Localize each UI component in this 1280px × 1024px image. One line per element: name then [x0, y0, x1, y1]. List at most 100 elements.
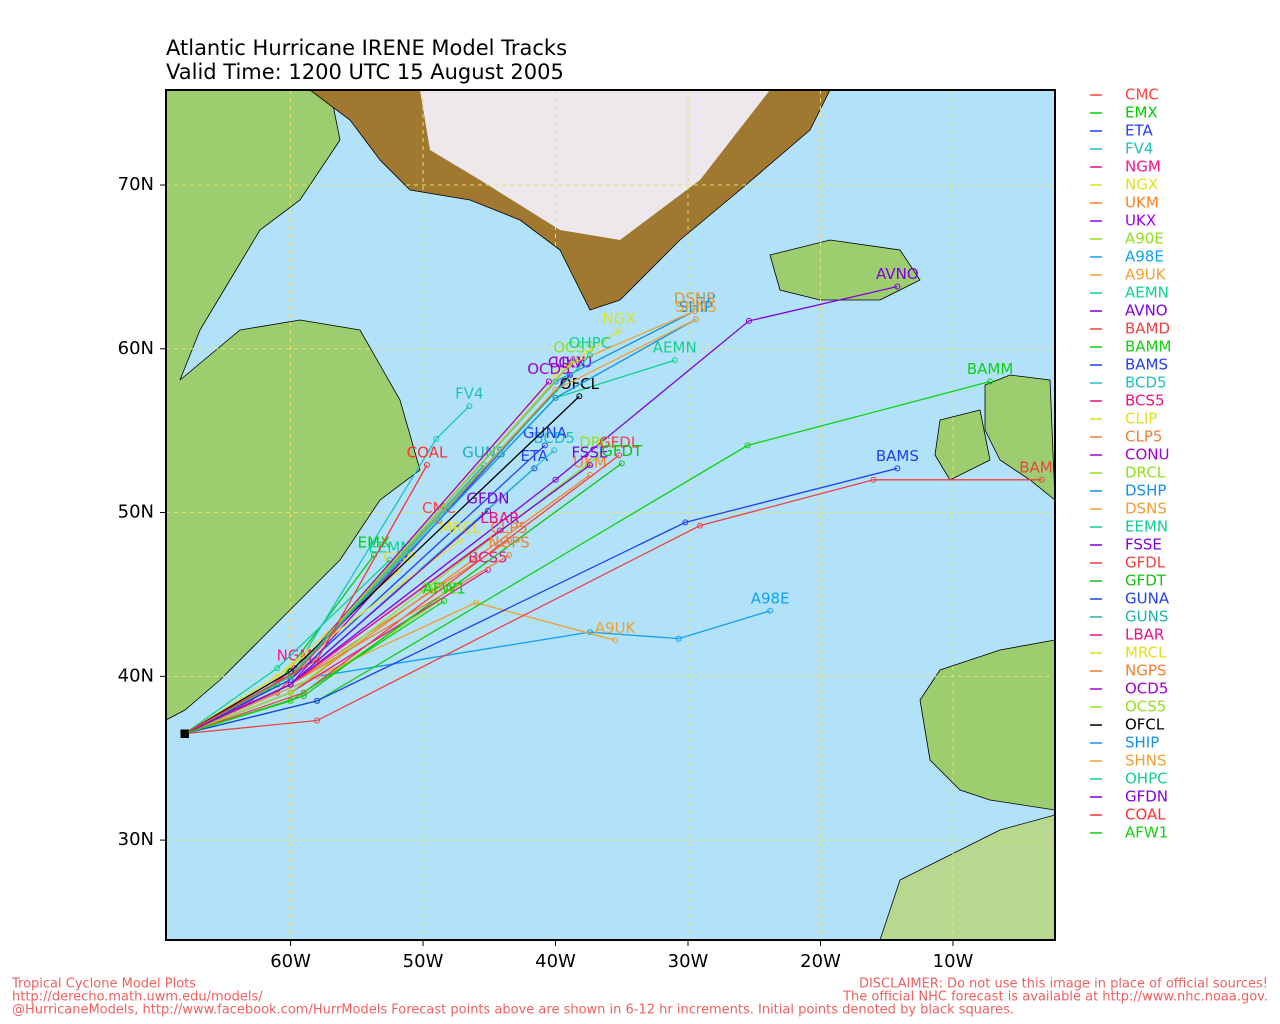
- grid: [166, 90, 1055, 940]
- forecast-point: [484, 507, 491, 514]
- legend-entry: OCD5: [1125, 680, 1168, 698]
- forecast-point: [541, 442, 548, 449]
- track-label: EMX: [358, 534, 391, 552]
- forecast-point: [287, 697, 294, 704]
- footer-left: @HurricaneModels, http://www.facebook.co…: [12, 1003, 1014, 1018]
- track-label: MRCL: [439, 519, 481, 537]
- legend-entry: NGPS: [1125, 662, 1166, 680]
- legend-entry: EMX: [1125, 104, 1158, 122]
- legend-entry: BAMM: [1125, 338, 1171, 356]
- forecast-point: [870, 476, 877, 483]
- legend-entry: AVNO: [1125, 302, 1168, 320]
- legend-entry: DRCL: [1125, 464, 1166, 482]
- legend-entry: CLIP: [1125, 410, 1157, 428]
- legend-entry: DSNS: [1125, 500, 1167, 518]
- forecast-point: [466, 403, 473, 410]
- model-track: [184, 510, 489, 735]
- legend-entry: AEMN: [1125, 284, 1169, 302]
- forecast-point: [300, 692, 307, 699]
- legend-entry: SHIP: [1125, 734, 1159, 752]
- forecast-point: [596, 452, 603, 459]
- forecast-point: [531, 465, 538, 472]
- model-track: [184, 601, 616, 735]
- footer-right: The official NHC forecast is available a…: [842, 990, 1268, 1005]
- forecast-point: [274, 665, 281, 672]
- y-tick-label: 40N: [118, 665, 154, 686]
- forecast-point: [894, 283, 901, 290]
- forecast-point: [691, 308, 698, 315]
- y-tick-label: 50N: [118, 502, 154, 523]
- britain: [984, 374, 1055, 501]
- forecast-point: [616, 452, 623, 459]
- forecast-point: [692, 316, 699, 323]
- map-frame: [165, 89, 1056, 941]
- model-track: [184, 539, 461, 735]
- legend-entry: BAMD: [1125, 320, 1170, 338]
- track-label: AVNO: [876, 265, 919, 283]
- forecast-point: [433, 435, 440, 442]
- forecast-point: [671, 357, 678, 364]
- forecast-point: [552, 476, 559, 483]
- forecast-point: [314, 673, 321, 680]
- forecast-point: [586, 462, 593, 469]
- forecast-point: [618, 460, 625, 467]
- model-track: [184, 444, 546, 735]
- forecast-point: [745, 317, 752, 324]
- legend-entry: SHNS: [1125, 752, 1167, 770]
- legend-entry: DSHP: [1125, 482, 1166, 500]
- forecast-point: [551, 447, 558, 454]
- track-label: LBAR: [480, 509, 519, 527]
- legend-entry: ETA: [1125, 122, 1153, 140]
- legend-entry: A98E: [1125, 248, 1164, 266]
- forecast-point: [767, 607, 774, 614]
- forecast-point: [424, 462, 431, 469]
- ireland: [934, 409, 991, 481]
- forecast-point: [506, 552, 513, 559]
- footer-left: Tropical Cyclone Model Plots: [11, 977, 196, 992]
- forecast-point: [682, 519, 689, 526]
- legend-entry: UKX: [1125, 212, 1156, 230]
- track-label: SHIP: [679, 298, 713, 316]
- legend-entry: GFDL: [1125, 554, 1166, 572]
- north-america: [166, 90, 421, 721]
- track-label: BCD5: [533, 429, 575, 447]
- track-label: COAL: [407, 444, 448, 462]
- track-label: GUNA: [523, 424, 568, 442]
- track-label: GFDL: [599, 434, 640, 452]
- forecast-point: [744, 442, 751, 449]
- x-tick-label: 60W: [270, 951, 311, 972]
- x-tick-label: 40W: [535, 951, 576, 972]
- forecast-point: [675, 635, 682, 642]
- footer: Tropical Cyclone Model Plotshttp://derec…: [11, 977, 1268, 1018]
- forecast-point: [314, 697, 321, 704]
- forecast-point: [552, 394, 559, 401]
- track-label: AFW1: [423, 579, 466, 597]
- forecast-point: [586, 629, 593, 636]
- legend-entry: BCS5: [1125, 392, 1165, 410]
- legend-entry: OHPC: [1125, 770, 1168, 788]
- forecast-point: [545, 378, 552, 385]
- legend-entry: A9UK: [1125, 266, 1167, 284]
- forecast-point: [894, 465, 901, 472]
- forecast-point: [571, 357, 578, 364]
- legend-entry: GFDN: [1125, 788, 1168, 806]
- track-label: GFDN: [466, 489, 509, 507]
- forecast-point: [287, 689, 294, 696]
- iberia: [919, 639, 1055, 811]
- track-label: CMC: [422, 499, 456, 517]
- y-tick-label: 70N: [118, 174, 154, 195]
- legend-entry: FV4: [1125, 140, 1153, 158]
- track-label: OHPC: [569, 334, 612, 352]
- legend: CMCEMXETAFV4NGMNGXUKMUKXA90EA98EA9UKAEMN…: [1090, 86, 1171, 842]
- forecast-point: [576, 393, 583, 400]
- iceland: [769, 239, 921, 301]
- track-label: ETA: [520, 447, 548, 465]
- track-label: DRCL: [579, 434, 620, 452]
- africa: [879, 814, 1055, 940]
- footer-left: http://derecho.math.uwm.edu/models/: [12, 990, 263, 1005]
- track-label: DSNS: [674, 290, 716, 308]
- track-label: EEMN: [368, 539, 411, 557]
- model-track: [184, 395, 580, 735]
- x-tick-label: 50W: [403, 951, 444, 972]
- forecast-point: [586, 352, 593, 359]
